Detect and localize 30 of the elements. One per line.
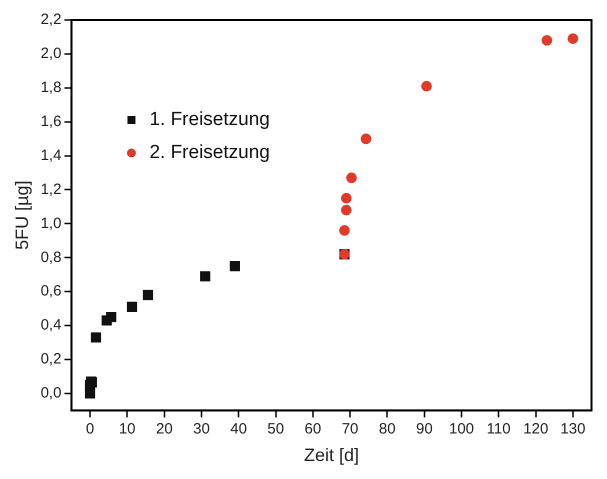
x-tick-label: 130	[560, 420, 586, 438]
y-tick-label: 0,6	[40, 282, 62, 300]
x-axis-title: Zeit [d]	[304, 445, 359, 466]
y-tick-label: 1,0	[40, 214, 62, 232]
legend-label: 2. Freisetzung	[149, 142, 270, 164]
x-tick-label: 110	[486, 420, 511, 438]
x-tick-label: 10	[118, 420, 136, 438]
x-tick-label: 70	[342, 420, 358, 438]
y-tick-label: 1,4	[40, 146, 62, 164]
x-tick-label: 80	[378, 420, 396, 438]
x-tick-label: 40	[230, 420, 247, 438]
x-tick-label: 30	[193, 420, 210, 438]
y-tick-label: 1,6	[40, 112, 62, 130]
legend-label: 1. Freisetzung	[149, 109, 270, 130]
x-tick-label: 50	[267, 420, 284, 438]
y-tick-label: 2,2	[40, 11, 62, 28]
y-tick-label: 2,0	[40, 45, 62, 62]
y-tick-label: 0,4	[40, 316, 62, 334]
x-tick-label: 0	[86, 420, 94, 438]
x-tick-label: 60	[304, 420, 322, 438]
y-tick-label: 1,8	[40, 79, 62, 96]
x-tick-label: 100	[448, 420, 474, 438]
y-tick-label: 0,8	[40, 248, 62, 266]
y-tick-label: 1,2	[40, 180, 62, 198]
y-axis-title: 5FU [µg]	[12, 180, 32, 250]
y-tick-label: 0,0	[40, 384, 62, 402]
x-tick-label: 20	[156, 420, 173, 438]
x-tick-label: 90	[416, 420, 433, 438]
y-tick-label: 0,2	[40, 350, 62, 368]
x-tick-label: 120	[523, 420, 548, 438]
